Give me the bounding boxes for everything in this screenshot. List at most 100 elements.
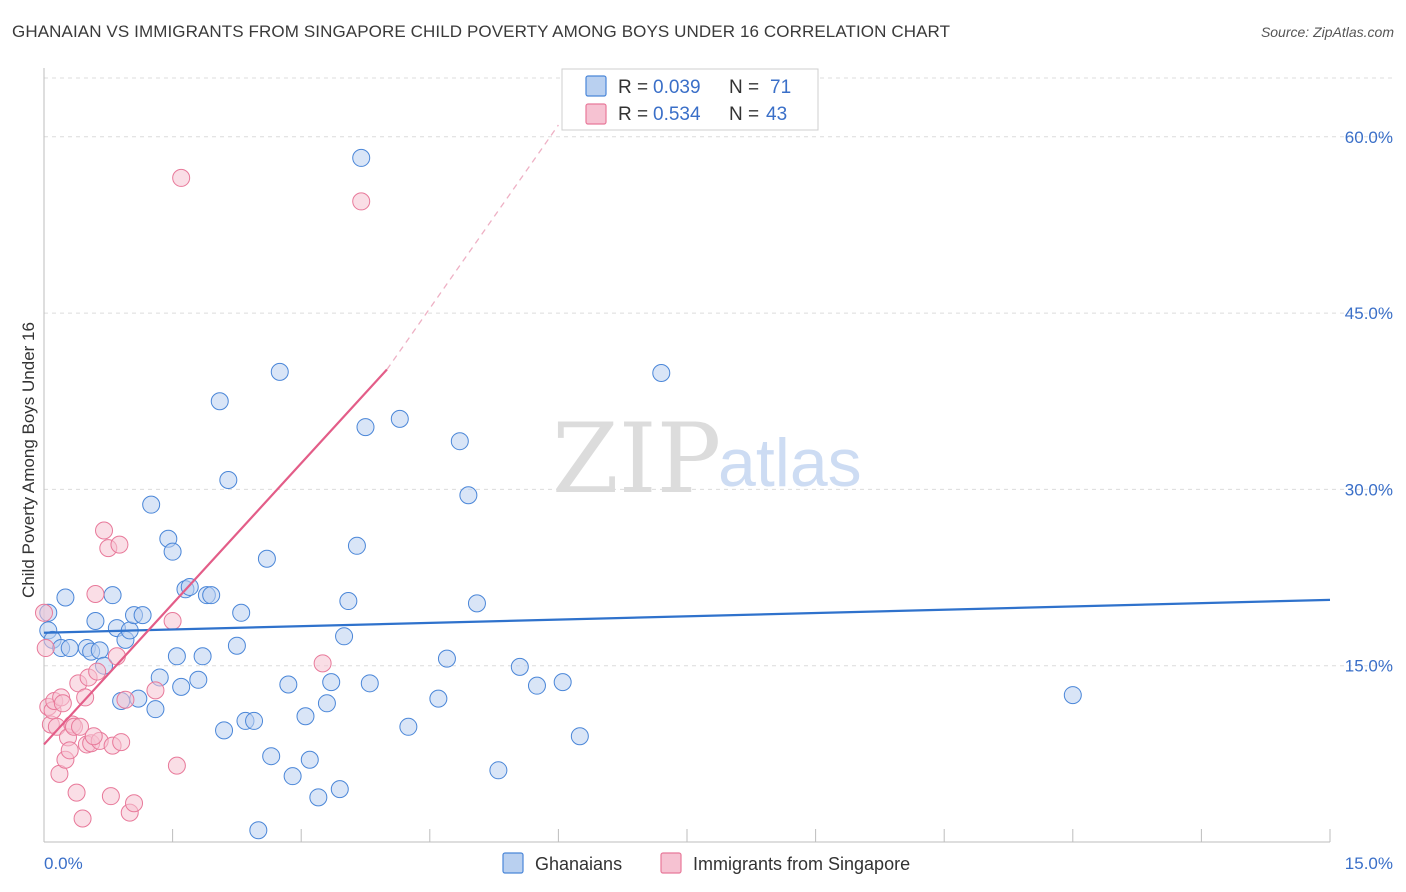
ghanaians-point-20 (146, 700, 165, 719)
x-tick-labels: 0.0% 15.0% (44, 854, 1393, 873)
singapore-point-33 (116, 690, 135, 709)
y-tick-label-3: 60.0% (1345, 128, 1393, 147)
ghanaians-point-56 (390, 409, 409, 428)
ghanaians-points (39, 148, 1082, 840)
ghanaians-point-8 (86, 612, 105, 631)
ghanaians-point-62 (467, 594, 486, 613)
ghanaians-point-44 (283, 767, 302, 786)
y-tick-label-0: 15.0% (1345, 657, 1393, 676)
ghanaians-point-31 (202, 586, 221, 605)
ghanaians-point-66 (553, 673, 572, 692)
y-tick-label-2: 45.0% (1345, 304, 1393, 323)
singapore-point-12 (60, 741, 79, 760)
singapore-points (35, 168, 371, 828)
ghanaians-point-35 (227, 636, 246, 655)
x-tick-label-1: 15.0% (1345, 854, 1393, 873)
singapore-point-1 (36, 639, 55, 658)
series-legend: Ghanaians Immigrants from Singapore (502, 852, 910, 874)
ghanaians-point-40 (257, 549, 276, 568)
ghanaians-point-32 (210, 392, 229, 411)
ghanaians-point-38 (245, 711, 264, 730)
ghanaians-point-52 (339, 592, 358, 611)
ghanaians-point-42 (270, 362, 289, 381)
ghanaians-point-4 (56, 588, 75, 607)
ghanaians-point-24 (167, 647, 186, 666)
ghanaians-point-50 (330, 780, 349, 799)
ghanaians-point-36 (232, 603, 251, 622)
ghanaians-point-49 (322, 673, 341, 692)
ghanaians-point-51 (335, 627, 354, 646)
singapore-point-30 (107, 647, 126, 666)
ghanaians-point-33 (215, 721, 234, 740)
axes (43, 68, 1331, 843)
singapore-point-15 (67, 783, 86, 802)
bottom-legend-singapore: Immigrants from Singapore (693, 854, 910, 874)
ghanaians-point-25 (172, 677, 191, 696)
ghanaians-point-28 (189, 670, 208, 689)
singapore-point-23 (86, 584, 105, 603)
ghanaians-trend-line (43, 598, 1331, 634)
ghanaians-point-9 (90, 641, 109, 660)
singapore-point-31 (110, 535, 129, 554)
bottom-legend-swatch-pink (660, 852, 682, 874)
ghanaians-point-45 (296, 707, 315, 726)
ghanaians-point-67 (570, 727, 589, 746)
ghanaians-point-63 (489, 761, 508, 780)
legend-r-label-1: R = (618, 77, 648, 98)
singapore-trend-line (43, 368, 388, 746)
ghanaians-point-18 (133, 606, 152, 625)
ghanaians-point-69 (1063, 686, 1082, 705)
singapore-point-18 (73, 809, 92, 828)
legend-r-value-1: 0.039 (653, 77, 701, 98)
ghanaians-point-39 (249, 821, 268, 840)
ghanaians-point-53 (347, 536, 366, 555)
singapore-trend-extension (386, 124, 559, 370)
correlation-legend: R = 0.039 N = 71 R = 0.534 N = 43 (561, 68, 819, 131)
watermark-atlas: atlas (718, 425, 862, 501)
bottom-legend-ghanaians: Ghanaians (535, 854, 622, 874)
legend-r-value-2: 0.534 (653, 104, 701, 125)
ghanaians-point-54 (352, 148, 371, 167)
ghanaians-point-11 (103, 586, 122, 605)
legend-r-label-2: R = (618, 104, 648, 125)
ghanaians-point-64 (510, 657, 529, 676)
ghanaians-point-29 (193, 647, 212, 666)
legend-swatch-pink (585, 103, 607, 125)
singapore-point-0 (35, 603, 53, 622)
ghanaians-point-48 (317, 694, 336, 713)
singapore-point-41 (352, 192, 371, 211)
y-axis-label: Child Poverty Among Boys Under 16 (19, 322, 38, 598)
ghanaians-point-59 (437, 649, 456, 668)
watermark-zip: ZIP (552, 403, 721, 515)
y-tick-labels: 15.0% 30.0% 45.0% 60.0% (1345, 128, 1393, 676)
trend-lines (43, 124, 1331, 746)
legend-n-value-1: 71 (770, 77, 791, 98)
ghanaians-point-57 (399, 717, 418, 736)
legend-n-label-2: N = (729, 104, 759, 125)
singapore-point-39 (172, 168, 191, 187)
singapore-point-38 (167, 756, 186, 775)
x-tick-label-0: 0.0% (44, 854, 83, 873)
gridlines (44, 77, 1395, 667)
ghanaians-point-5 (60, 639, 79, 658)
ghanaians-point-34 (219, 470, 238, 489)
ghanaians-point-60 (450, 432, 469, 451)
legend-n-value-2: 43 (766, 104, 787, 125)
singapore-point-42 (84, 727, 103, 746)
singapore-point-37 (163, 612, 182, 631)
singapore-point-26 (95, 521, 114, 540)
singapore-point-24 (88, 662, 107, 681)
y-tick-label-1: 30.0% (1345, 480, 1393, 499)
ghanaians-point-58 (429, 689, 448, 708)
ghanaians-point-46 (300, 750, 319, 769)
ghanaians-point-70 (360, 674, 379, 693)
ghanaians-point-68 (652, 364, 671, 383)
singapore-point-32 (112, 733, 131, 752)
singapore-point-17 (71, 717, 90, 736)
ghanaians-point-41 (262, 747, 281, 766)
singapore-point-28 (101, 787, 120, 806)
source-label: Source: ZipAtlas.com (1260, 24, 1394, 40)
ghanaians-point-43 (279, 675, 298, 694)
ghanaians-point-61 (459, 486, 478, 505)
